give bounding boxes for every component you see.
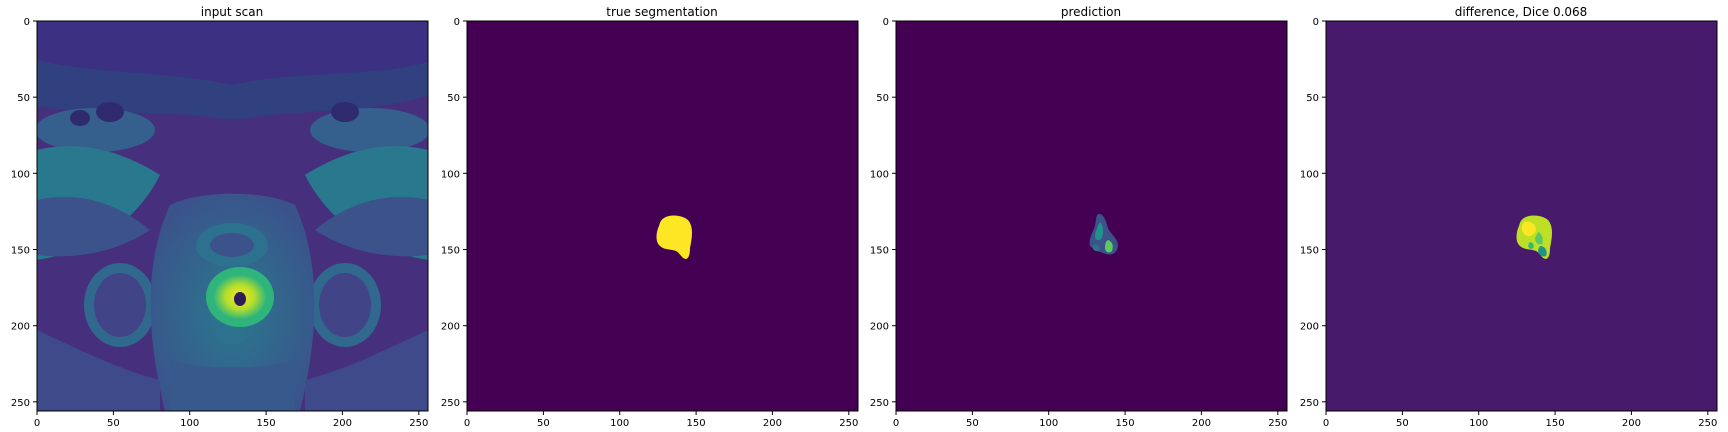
x-tick-label: 150 bbox=[687, 418, 706, 429]
x-tick-label: 50 bbox=[1396, 418, 1409, 429]
y-tick-label: 200 bbox=[1300, 322, 1319, 333]
y-tick-label: 250 bbox=[441, 398, 460, 409]
y-tick-label: 100 bbox=[870, 169, 889, 180]
x-tick-label: 250 bbox=[1698, 418, 1717, 429]
y-tick-label: 250 bbox=[11, 398, 30, 409]
y-tick-label: 150 bbox=[870, 246, 889, 257]
y-tick-label: 100 bbox=[1300, 169, 1319, 180]
segmentation-region bbox=[656, 215, 692, 259]
mri-input-scan-image bbox=[37, 21, 428, 411]
panel-title: prediction bbox=[1061, 5, 1121, 19]
x-tick-label: 200 bbox=[333, 418, 352, 429]
axes-frame bbox=[1325, 20, 1718, 412]
x-tick-label: 250 bbox=[1268, 418, 1287, 429]
prediction-mask-image bbox=[896, 21, 1287, 411]
x-tick-label: 100 bbox=[1469, 418, 1488, 429]
x-tick-label: 100 bbox=[1039, 418, 1058, 429]
y-tick-label: 0 bbox=[454, 17, 460, 28]
x-tick-label: 50 bbox=[107, 418, 120, 429]
x-tick-label: 200 bbox=[1192, 418, 1211, 429]
x-axis: 0 50 100 150 200 250 bbox=[1323, 411, 1717, 429]
x-tick-label: 100 bbox=[180, 418, 199, 429]
x-axis: 0 50 100 150 200 250 bbox=[464, 411, 858, 429]
axes-frame bbox=[466, 20, 859, 412]
x-tick-label: 200 bbox=[763, 418, 782, 429]
y-tick-label: 100 bbox=[441, 169, 460, 180]
panel-input-scan: input scan bbox=[11, 5, 429, 429]
y-axis: 0 50 100 150 200 250 bbox=[1300, 17, 1326, 409]
x-tick-label: 100 bbox=[610, 418, 629, 429]
x-tick-label: 150 bbox=[257, 418, 276, 429]
x-tick-label: 250 bbox=[839, 418, 858, 429]
y-tick-label: 200 bbox=[441, 322, 460, 333]
panel-prediction: prediction 0 50 100 150 200 250 bbox=[870, 5, 1288, 429]
panel-difference: difference, Dice 0.068 0 50 100 150 200 … bbox=[1300, 5, 1718, 429]
axes-frame bbox=[895, 20, 1288, 412]
y-tick-label: 100 bbox=[11, 169, 30, 180]
y-tick-label: 150 bbox=[11, 246, 30, 257]
x-tick-label: 150 bbox=[1116, 418, 1135, 429]
y-tick-label: 50 bbox=[876, 93, 889, 104]
x-tick-label: 0 bbox=[464, 418, 470, 429]
x-tick-label: 50 bbox=[966, 418, 979, 429]
axes-frame bbox=[36, 20, 429, 412]
panel-title: input scan bbox=[201, 5, 264, 19]
x-axis: 0 50 100 150 200 250 bbox=[34, 411, 428, 429]
y-tick-label: 150 bbox=[441, 246, 460, 257]
y-tick-label: 50 bbox=[17, 93, 30, 104]
y-tick-label: 50 bbox=[447, 93, 460, 104]
x-tick-label: 150 bbox=[1546, 418, 1565, 429]
y-axis: 0 50 100 150 200 250 bbox=[870, 17, 896, 409]
panel-title: difference, Dice 0.068 bbox=[1455, 5, 1588, 19]
y-tick-label: 50 bbox=[1306, 93, 1319, 104]
y-tick-label: 200 bbox=[870, 322, 889, 333]
y-axis: 0 50 100 150 200 250 bbox=[441, 17, 467, 409]
x-tick-label: 0 bbox=[893, 418, 899, 429]
y-axis: 0 50 100 150 200 250 bbox=[11, 17, 37, 409]
x-tick-label: 0 bbox=[34, 418, 40, 429]
panel-title: true segmentation bbox=[606, 5, 717, 19]
y-tick-label: 0 bbox=[1313, 17, 1319, 28]
x-tick-label: 0 bbox=[1323, 418, 1329, 429]
x-tick-label: 250 bbox=[409, 418, 428, 429]
x-tick-label: 200 bbox=[1622, 418, 1641, 429]
x-tick-label: 50 bbox=[537, 418, 550, 429]
y-tick-label: 0 bbox=[883, 17, 889, 28]
y-tick-label: 150 bbox=[1300, 246, 1319, 257]
y-tick-label: 0 bbox=[24, 17, 30, 28]
x-axis: 0 50 100 150 200 250 bbox=[893, 411, 1287, 429]
segmentation-mask-image bbox=[467, 21, 858, 411]
y-tick-label: 250 bbox=[1300, 398, 1319, 409]
y-tick-label: 200 bbox=[11, 322, 30, 333]
panel-true-segmentation: true segmentation 0 50 100 150 200 250 bbox=[441, 5, 859, 429]
difference-map-image bbox=[1326, 21, 1717, 411]
y-tick-label: 250 bbox=[870, 398, 889, 409]
